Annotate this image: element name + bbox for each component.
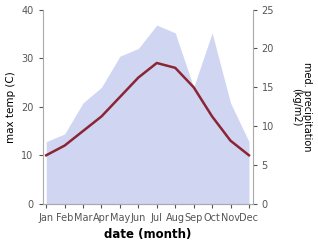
X-axis label: date (month): date (month): [104, 228, 191, 242]
Y-axis label: max temp (C): max temp (C): [5, 71, 16, 143]
Y-axis label: med. precipitation
(kg/m2): med. precipitation (kg/m2): [291, 62, 313, 151]
